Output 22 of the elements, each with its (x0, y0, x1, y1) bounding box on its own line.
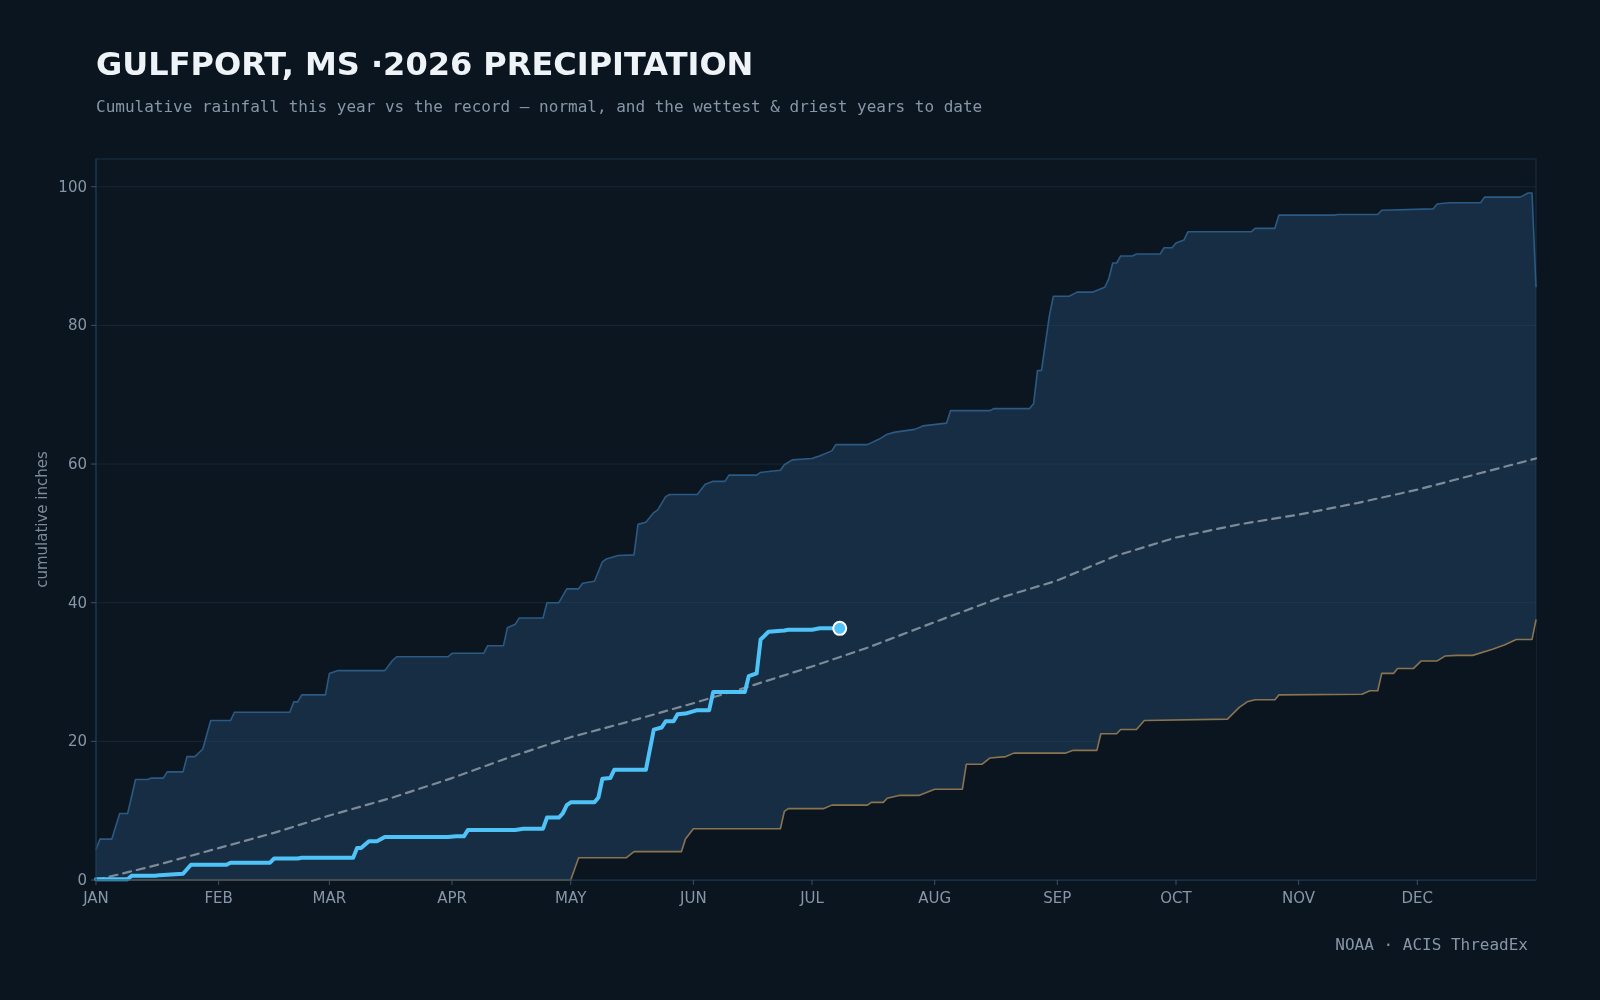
y-tick-label: 0 (77, 871, 87, 889)
x-tick-label: AUG (918, 889, 952, 907)
x-tick-label: JAN (82, 889, 109, 907)
x-tick-label: MAR (312, 889, 347, 907)
chart-subtitle: Cumulative rainfall this year vs the record — normal, and the wettest & driest years to date (96, 97, 983, 116)
x-tick-label: OCT (1160, 889, 1193, 907)
y-tick-label: 40 (67, 593, 87, 612)
x-tick-label: DEC (1401, 889, 1434, 907)
x-tick-label: NOV (1282, 889, 1316, 907)
x-tick-label: FEB (204, 889, 233, 907)
x-tick-label: JUL (799, 889, 825, 907)
y-tick-label: 60 (67, 455, 87, 474)
y-tick-label: 80 (67, 316, 87, 335)
y-axis-title: cumulative inches (33, 451, 51, 588)
text: NOAA · ACIS ThreadEx (1335, 935, 1529, 954)
x-tick-label: JUN (679, 889, 707, 907)
x-tick-label: SEP (1043, 889, 1072, 907)
chart-title: GULFPORT, MS ·2026 PRECIPITATION (96, 45, 754, 83)
y-tick-label: 100 (58, 177, 87, 196)
x-tick-label: APR (437, 889, 467, 907)
y-tick-label: 20 (67, 732, 87, 751)
x-tick-label: MAY (555, 889, 588, 907)
